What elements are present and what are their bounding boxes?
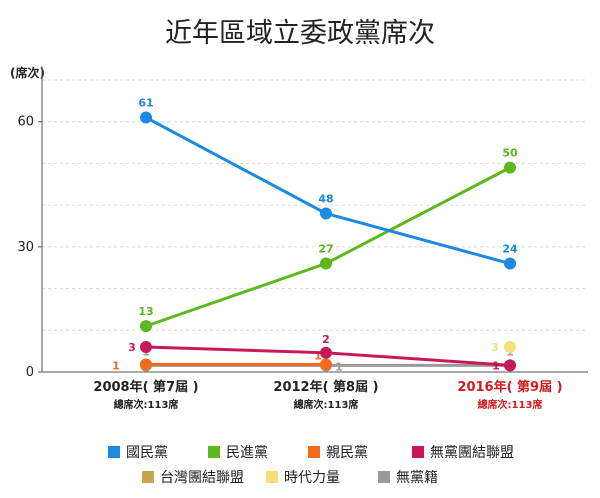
x-tick-label: 2016年( 第9屆 ) (457, 379, 562, 395)
y-tick-label: 0 (26, 365, 34, 380)
y-ticks: 0 30 60 (17, 115, 42, 380)
series-民進黨: 13 27 50 (138, 147, 518, 333)
legend-item: 民進黨 (208, 445, 268, 461)
series-國民黨: 61 48 24 (138, 97, 518, 270)
legend-swatch (378, 471, 390, 483)
legend-swatch (266, 471, 278, 483)
x-tick-label: 2012年( 第8屆 ) (273, 379, 378, 395)
legend-item: 無黨團結聯盟 (412, 445, 514, 461)
data-label: 24 (502, 243, 518, 256)
legend-item: 親民黨 (308, 445, 368, 461)
legend-label: 民進黨 (226, 445, 268, 461)
series-無黨團結聯盟: 321 (128, 333, 516, 372)
x-categories: 2008年( 第7屆 ) 總席次:113席 2012年( 第8屆 ) 總席次:113席… (93, 379, 562, 411)
legend-item: 時代力量 (266, 470, 340, 486)
legend-label: 親民黨 (326, 445, 368, 461)
data-label: 3 (491, 341, 499, 354)
data-label: 13 (138, 305, 153, 318)
data-point (320, 358, 332, 371)
data-label: 27 (318, 243, 333, 256)
data-point (320, 346, 332, 359)
legend-swatch (308, 446, 320, 458)
data-label: 50 (502, 147, 518, 160)
data-label: 61 (138, 97, 153, 110)
data-label: 1 (112, 359, 120, 372)
y-tick-label: 30 (17, 240, 34, 255)
data-label: 48 (318, 192, 333, 205)
series-layer: 111113213132750614824 (112, 97, 518, 374)
data-label: 2 (322, 333, 330, 346)
data-point (140, 340, 152, 353)
data-point (140, 111, 152, 124)
x-tick-sublabel: 總席次:113席 (114, 398, 179, 411)
data-point (320, 207, 332, 220)
data-point (140, 320, 152, 333)
x-tick-sublabel: 總席次:113席 (478, 398, 543, 411)
chart-title: 近年區域立委政黨席次 (165, 18, 435, 49)
data-point (504, 340, 516, 353)
legend-label: 無黨團結聯盟 (430, 445, 514, 461)
data-label: 1 (335, 360, 343, 373)
x-tick-sublabel: 總席次:113席 (294, 398, 359, 411)
data-point (140, 358, 152, 371)
x-tick-label: 2008年( 第7屆 ) (93, 379, 198, 395)
axes (41, 66, 588, 373)
legend-swatch (108, 446, 120, 458)
data-label: 1 (492, 359, 500, 372)
data-point (504, 257, 516, 270)
y-tick-label: 60 (17, 115, 34, 130)
legend-item: 國民黨 (108, 445, 168, 461)
legend-item: 無黨籍 (378, 469, 438, 486)
data-point (320, 257, 332, 270)
data-label: 1 (314, 349, 322, 362)
y-axis-label: (席次) (10, 65, 45, 80)
series-時代力量: 3 (491, 340, 516, 354)
data-point (504, 161, 516, 174)
data-point (504, 359, 516, 372)
legend-label: 台灣團結聯盟 (160, 470, 244, 486)
legend-swatch (208, 446, 220, 458)
legend-label: 無黨籍 (396, 469, 438, 486)
data-label: 3 (128, 341, 136, 354)
grid-lines (42, 79, 588, 331)
legend-label: 國民黨 (126, 445, 168, 461)
legend-swatch (412, 446, 424, 458)
legend-item: 台灣團結聯盟 (142, 470, 244, 486)
legend-label: 時代力量 (284, 470, 340, 486)
series-親民黨: 11 (112, 349, 332, 372)
legend-swatch (142, 471, 154, 483)
